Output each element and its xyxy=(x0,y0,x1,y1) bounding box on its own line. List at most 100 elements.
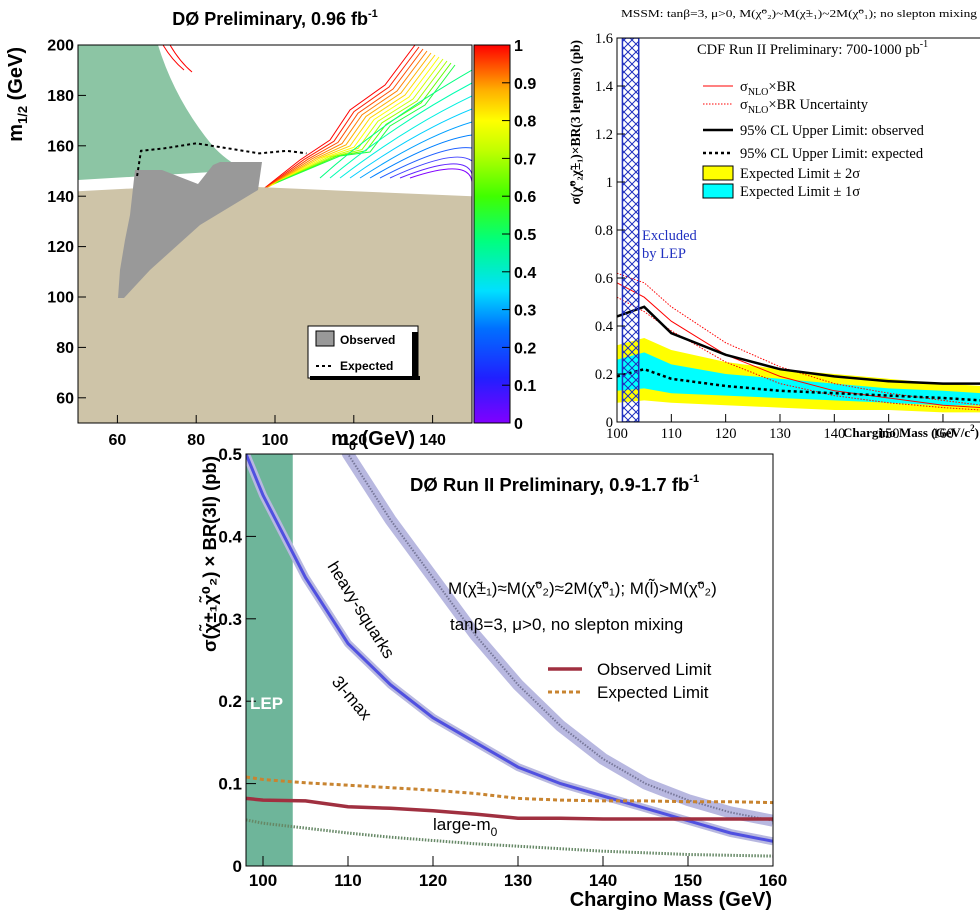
panel-a-y-tick: 200 xyxy=(47,38,86,55)
legend-expected-label: Expected xyxy=(340,359,393,373)
panel-c-x-tick: 130 xyxy=(504,856,532,890)
panel-a-lep-excluded-region xyxy=(78,45,245,180)
panel-c-x-tick-label: 100 xyxy=(249,871,277,890)
panel-c-large-m0-label: large-m0 xyxy=(433,815,498,839)
panel-b-x-tick-label: 110 xyxy=(661,426,682,442)
colorbar-tick: 0.3 xyxy=(502,303,536,320)
panel-b-x-tick: 150 xyxy=(878,414,900,442)
panel-c-large-m0-curve xyxy=(246,818,773,858)
panel-b-excluded-label-2: by LEP xyxy=(642,246,686,262)
panel-c-heavy-squarks-curve xyxy=(346,454,773,822)
panel-a-y-tick-label: 160 xyxy=(47,138,74,155)
contour-line xyxy=(379,147,472,179)
panel-b-y-tick: 1.4 xyxy=(595,79,625,95)
panel-c-y-tick: 0.3 xyxy=(218,610,256,629)
panel-a-expected-contour xyxy=(136,142,307,177)
panel-c-expected-limit xyxy=(246,775,773,805)
legend-expected-label: Expected Limit xyxy=(597,683,709,702)
panel-a-x-tick-label: 60 xyxy=(109,432,127,449)
panel-a-x-tick-label: 80 xyxy=(187,432,205,449)
panel-a-y-tick: 120 xyxy=(47,239,86,256)
panel-b-x-tick: 130 xyxy=(769,414,791,442)
panel-b-sigma-nlo-br xyxy=(617,282,980,409)
panel-b-y-tick-label: 0.6 xyxy=(595,271,613,287)
contour-line xyxy=(266,50,428,189)
panel-c-x-tick: 140 xyxy=(589,856,617,890)
panel-c-x-tick: 120 xyxy=(419,856,447,890)
contour-line xyxy=(264,48,424,189)
panel-b-y-tick: 0.6 xyxy=(595,271,625,287)
panel-c-y-tick: 0.4 xyxy=(218,527,256,546)
panel-c-x-tick-label: 110 xyxy=(334,871,361,890)
panel-b-y-ticks: 0 0.2 0.4 0.6 0.8 1 1.2 1.4 1.6 xyxy=(595,31,625,431)
legend-sigma-nlo-label: σNLO×BR xyxy=(740,79,796,98)
colorbar-tick: 0.2 xyxy=(502,340,536,357)
panel-c-y-tick-label: 0.2 xyxy=(218,692,242,711)
panel-b-y-tick: 1.6 xyxy=(595,31,625,47)
legend-2sigma-swatch xyxy=(702,165,734,181)
panel-a-colorbar: 0 0.1 0.2 0.3 0.4 0.5 0.6 0.7 0.8 0.9 1 xyxy=(473,38,536,433)
contour-line xyxy=(369,134,472,179)
colorbar-tick-label: 0.1 xyxy=(514,378,536,395)
panel-c-y-tick: 0 xyxy=(233,857,256,876)
panel-c-y-tick-label: 0 xyxy=(233,857,242,876)
panel-b-y-tick: 0.2 xyxy=(595,367,625,383)
contour-line xyxy=(349,108,472,179)
colorbar-tick: 0.5 xyxy=(502,227,536,244)
panel-a-x-tick: 60 xyxy=(109,415,127,449)
panel-a-y-tick-label: 200 xyxy=(47,38,74,55)
panel-b-title: CDF Run II Preliminary: 700-1000 pb-1 xyxy=(697,39,928,58)
panel-c-x-tick: 110 xyxy=(334,856,362,890)
panel-b-x-tick-label: 150 xyxy=(878,426,900,442)
colorbar-tick: 0.4 xyxy=(502,265,536,282)
panel-a-x-tick: 100 xyxy=(262,415,289,449)
panel-b-y-tick-label: 0 xyxy=(606,415,613,431)
panel-c-x-axis-label: Chargino Mass (GeV) xyxy=(570,889,772,911)
panel-a-x-tick-label: 140 xyxy=(419,432,446,449)
panel-c-x-tick-label: 120 xyxy=(419,871,447,890)
panel-a-x-tick-label: 100 xyxy=(262,432,289,449)
contour-line xyxy=(399,163,472,179)
contour-line xyxy=(271,56,440,186)
colorbar-tick-label: 0 xyxy=(514,416,523,433)
panel-c-observed-limit xyxy=(246,796,773,821)
panel-b-y-tick: 0 xyxy=(606,415,625,431)
panel-c-y-tick-label: 0.1 xyxy=(218,775,242,794)
panel-a-y-tick: 100 xyxy=(47,290,86,307)
contour-line xyxy=(389,156,472,179)
legend-1sigma-swatch xyxy=(702,183,734,199)
panel-b-x-tick-label: 160 xyxy=(932,426,954,442)
panel-b-x-ticks: 100 110 120 130 140 150 160 xyxy=(606,414,954,442)
panel-a-y-tick-label: 60 xyxy=(56,390,74,407)
panel-a-x-ticks: 60 80 100 120 140 xyxy=(109,415,446,449)
contour-line xyxy=(274,60,448,185)
panel-b-observed-limit xyxy=(617,305,980,385)
panel-b-y-axis-label: σ(χ̃⁰₂χ̃±₁)×BR(3 leptons) (pb) xyxy=(568,40,583,204)
panel-a-y-tick-label: 180 xyxy=(47,88,74,105)
panel-c-frame xyxy=(245,453,774,867)
contour-line xyxy=(272,58,444,185)
colorbar-tick: 0.9 xyxy=(502,76,536,93)
legend-1sigma-label: Expected Limit ± 1σ xyxy=(740,184,860,200)
panel-b-y-tick-label: 1.4 xyxy=(595,79,614,95)
panel-a-y-tick: 60 xyxy=(56,390,86,407)
panel-c-y-axis-label: σ(χ̃±₁χ̃⁰₂) × BR(3l) (pb) xyxy=(198,456,220,652)
contour-line xyxy=(268,52,432,188)
panel-b-y-tick-label: 0.4 xyxy=(595,319,614,335)
panel-b-x-tick: 120 xyxy=(715,414,737,442)
panel-c-y-ticks: 0 0.1 0.2 0.3 0.4 0.5 xyxy=(218,445,256,876)
panel-a-y-axis-label: m1/2 (GeV) xyxy=(5,47,30,142)
legend-observed-swatch xyxy=(315,330,335,347)
panel-a-contours-cool xyxy=(319,69,472,187)
colorbar-tick: 0.6 xyxy=(502,189,536,206)
panel-b-x-tick: 140 xyxy=(823,414,845,442)
colorbar-tick-label: 0.5 xyxy=(514,227,536,244)
panel-b-y-tick: 1 xyxy=(606,175,625,191)
panel-a-x-tick: 80 xyxy=(187,415,205,449)
panel-b-y-tick-label: 0.8 xyxy=(595,223,613,239)
panel-b-legend: σNLO×BR σNLO×BR Uncertainty 95% CL Upper… xyxy=(702,79,925,200)
panel-c-y-tick: 0.1 xyxy=(218,775,256,794)
panel-b-header: MSSM: tanβ=3, μ>0, M(χ̃⁰₂)~M(χ̃±₁)~2M(χ̃… xyxy=(621,9,978,20)
legend-expected-label: 95% CL Upper Limit: expected xyxy=(740,146,924,162)
